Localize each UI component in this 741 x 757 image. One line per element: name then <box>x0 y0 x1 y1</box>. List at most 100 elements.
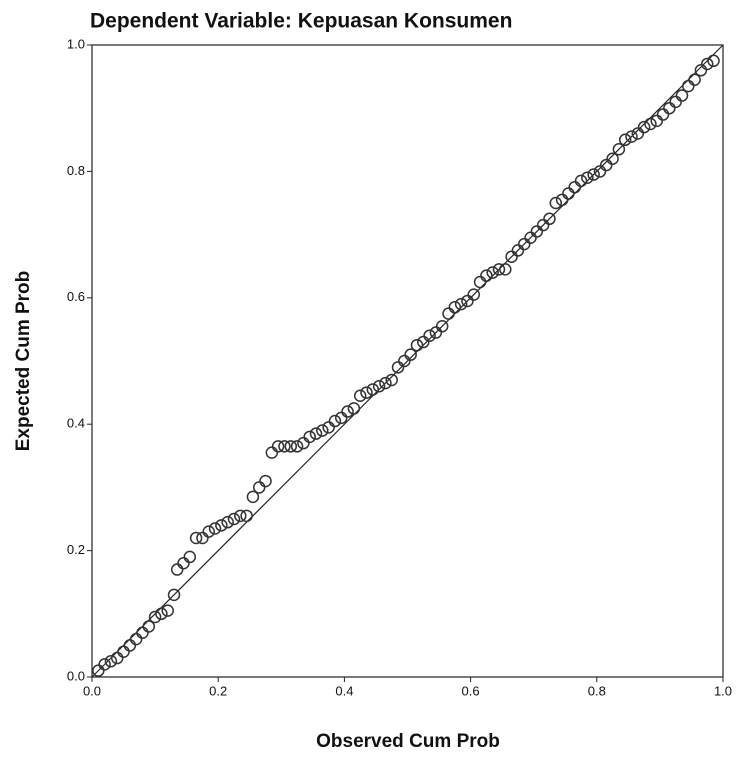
point <box>316 424 329 437</box>
point <box>473 275 487 289</box>
point <box>177 556 190 570</box>
x-tick-label: 0.6 <box>462 683 480 698</box>
point <box>568 180 581 194</box>
y-tick-label: 0.8 <box>67 163 85 178</box>
point <box>675 89 689 102</box>
point <box>246 490 260 504</box>
point <box>467 288 481 301</box>
point <box>442 307 455 320</box>
point <box>278 440 291 453</box>
point <box>631 127 645 140</box>
point <box>562 187 575 200</box>
point <box>221 515 234 529</box>
point <box>650 114 663 128</box>
point <box>366 383 380 396</box>
x-tick-label: 0.4 <box>335 683 353 698</box>
point <box>353 389 367 403</box>
point <box>555 193 569 207</box>
point <box>347 402 361 415</box>
point <box>136 626 149 640</box>
y-tick-label: 0.6 <box>67 289 85 304</box>
point <box>688 73 701 87</box>
point <box>423 329 436 342</box>
point <box>644 117 657 131</box>
point <box>612 143 626 156</box>
point <box>404 348 417 361</box>
x-tick-label: 1.0 <box>714 683 732 698</box>
point <box>637 120 651 134</box>
point <box>155 607 168 621</box>
y-tick-label: 0.0 <box>67 668 85 683</box>
point <box>379 376 392 390</box>
point <box>129 632 143 646</box>
point <box>227 512 241 526</box>
point <box>252 481 266 494</box>
point <box>92 664 105 677</box>
point <box>170 563 184 576</box>
point <box>429 326 443 339</box>
point <box>215 519 228 532</box>
point <box>334 411 348 425</box>
point <box>707 54 720 68</box>
point <box>104 654 118 668</box>
point <box>581 171 594 184</box>
point <box>625 130 638 143</box>
point <box>530 225 544 238</box>
point <box>543 212 556 226</box>
point <box>492 263 506 276</box>
point <box>606 152 619 166</box>
point <box>167 588 181 602</box>
point <box>574 174 588 188</box>
y-axis-title: Expected Cum Prob <box>13 271 34 452</box>
point <box>593 165 607 178</box>
point <box>372 380 386 393</box>
point <box>297 436 310 450</box>
point <box>202 525 215 538</box>
point <box>265 446 279 459</box>
point <box>480 269 493 282</box>
reference-line <box>91 44 724 678</box>
point <box>461 294 474 308</box>
point <box>417 335 430 349</box>
point <box>117 645 130 658</box>
point <box>618 133 632 147</box>
chart-title: Dependent Variable: Kepuasan Konsumen <box>90 10 512 33</box>
point <box>259 474 272 488</box>
y-tick-label: 0.4 <box>67 416 85 431</box>
point <box>499 263 512 276</box>
point <box>148 610 162 624</box>
y-tick-label: 1.0 <box>67 36 85 51</box>
point <box>524 231 537 245</box>
point <box>600 158 613 172</box>
point <box>328 414 342 428</box>
point <box>410 338 424 352</box>
x-tick-label: 0.8 <box>588 683 606 698</box>
point <box>663 101 676 115</box>
point <box>303 430 316 444</box>
y-tick-label: 0.2 <box>67 542 85 557</box>
point <box>682 79 695 93</box>
point <box>110 651 124 665</box>
point <box>322 421 335 434</box>
x-tick-label: 0.2 <box>209 683 227 698</box>
point <box>360 386 373 399</box>
point <box>448 301 462 314</box>
point <box>123 639 137 652</box>
point <box>189 531 203 545</box>
point <box>505 250 518 263</box>
x-axis-title: Observed Cum Prob <box>316 731 500 752</box>
point <box>511 244 525 257</box>
point <box>309 427 323 440</box>
point <box>341 405 354 418</box>
point <box>391 361 405 374</box>
point <box>290 440 304 453</box>
point <box>183 550 197 564</box>
point <box>98 658 111 671</box>
point <box>694 64 708 77</box>
point <box>161 604 174 617</box>
plot-frame <box>91 44 724 678</box>
point <box>398 354 411 368</box>
point <box>656 108 670 121</box>
point <box>142 620 156 633</box>
